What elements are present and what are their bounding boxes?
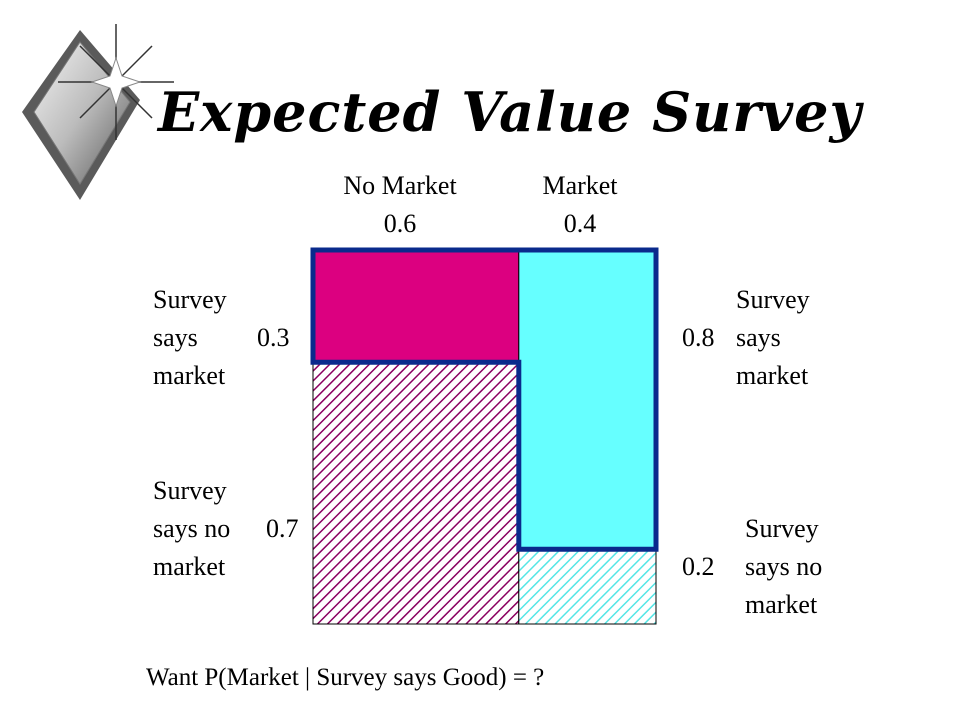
column-prob: 0.4 [563,209,597,238]
label-line: Survey [736,285,810,314]
cell-no-market-survey-says-market [312,249,520,363]
column-header-market: Market 0.4 [500,167,660,243]
label-line: says [736,323,781,352]
label-line: says no [745,552,823,581]
label-line: Survey [153,476,227,505]
page-title: Expected Value Survey [158,80,862,144]
label-text: says no [153,514,231,543]
column-label: Market [542,171,618,200]
left-label-survey-says-market: Survey says 0.3 market [153,281,290,395]
label-line: says no 0.7 [153,510,299,548]
right-label-survey-says-market: Survey says market [736,281,810,395]
survey-says-market-outline [310,247,659,552]
question-text: Want P(Market | Survey says Good) = ? [146,664,545,691]
label-line: market [153,552,226,581]
column-label: No Market [343,171,457,200]
probability: 0.3 [257,323,290,352]
probability: 0.7 [266,514,299,543]
label-line: Survey [745,514,819,543]
right-prob-bottom: 0.2 [682,552,715,581]
diamond-star-logo [22,24,174,200]
cell-market-survey-says-no-market [518,548,657,625]
label-line: Survey [153,285,227,314]
label-line: market [153,361,226,390]
label-line: market [745,590,818,619]
left-label-survey-says-no-market: Survey says no 0.7 market [153,472,299,586]
cell-no-market-survey-says-no-market [312,361,520,625]
right-label-survey-says-no-market: Survey says no market [745,510,822,624]
cell-market-survey-says-market [518,249,657,550]
label-text: says [153,323,198,352]
label-line: market [736,361,809,390]
column-prob: 0.6 [383,209,417,238]
label-line: says 0.3 [153,319,290,357]
column-header-no-market: No Market 0.6 [320,167,480,243]
right-prob-top: 0.8 [682,323,715,352]
